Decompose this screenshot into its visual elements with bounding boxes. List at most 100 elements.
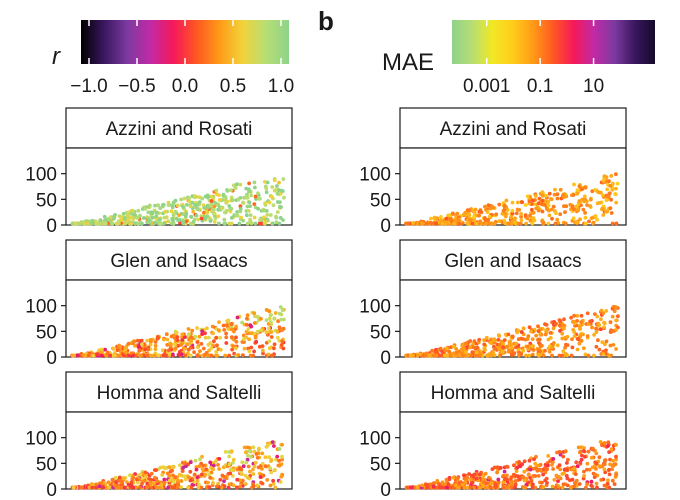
scatter-point — [276, 319, 280, 324]
scatter-point — [575, 191, 580, 196]
scatter-point — [235, 182, 239, 187]
scatter-point — [179, 343, 183, 347]
scatter-point — [251, 353, 256, 358]
scatter-point — [190, 328, 195, 333]
scatter-point — [123, 221, 128, 226]
scatter-point — [175, 335, 180, 339]
scatter-point — [531, 474, 535, 479]
scatter-point — [240, 478, 245, 483]
scatter-point — [80, 485, 84, 490]
facet-strip — [399, 239, 627, 281]
scatter-point — [252, 311, 257, 316]
scatter-point — [129, 480, 134, 485]
scatter-point — [526, 347, 531, 352]
scatter-point — [279, 317, 284, 322]
scatter-point — [498, 465, 503, 470]
scatter-point — [546, 221, 551, 226]
scatter-point — [540, 190, 545, 195]
scatter-point — [467, 208, 472, 213]
scatter-point — [469, 477, 473, 482]
scatter-point — [165, 471, 170, 476]
scatter-point — [572, 182, 576, 187]
scatter-point — [245, 192, 249, 197]
scatter-point — [196, 217, 201, 222]
scatter-point — [194, 467, 199, 472]
scatter-point — [241, 353, 245, 358]
scatter-point — [248, 213, 253, 218]
scatter-point — [536, 353, 541, 358]
scatter-point — [584, 485, 588, 490]
scatter-point — [486, 218, 490, 222]
scatter-point — [223, 450, 228, 454]
scatter-point — [543, 332, 548, 337]
scatter-point — [502, 469, 507, 474]
scatter-point — [521, 337, 525, 341]
scatter-point — [554, 473, 559, 478]
scatter-point — [585, 482, 589, 486]
scatter-point — [565, 461, 569, 465]
scatter-point — [463, 210, 468, 215]
scatter-point — [230, 347, 235, 352]
scatter-point — [501, 480, 506, 485]
scatter-point — [411, 353, 416, 358]
scatter-point — [212, 204, 217, 209]
scatter-point — [547, 213, 552, 218]
scatter-point — [482, 342, 487, 347]
scatter-point — [249, 193, 254, 198]
scatter-point — [589, 455, 594, 460]
legend-tick-label: 0.0 — [172, 76, 198, 97]
scatter-point — [72, 353, 76, 358]
scatter-point — [523, 485, 528, 490]
scatter-point — [546, 203, 551, 208]
scatter-point — [246, 464, 251, 469]
scatter-point — [586, 449, 591, 454]
scatter-point — [585, 461, 590, 466]
scatter-point — [591, 446, 595, 451]
scatter-point — [242, 346, 247, 351]
scatter-point — [280, 457, 284, 462]
scatter-point — [260, 451, 265, 456]
scatter-point — [252, 180, 257, 185]
scatter-point — [569, 315, 573, 320]
scatter-point — [533, 485, 538, 490]
scatter-point — [126, 212, 131, 217]
scatter-point — [167, 465, 172, 469]
scatter-point — [193, 458, 198, 463]
scatter-point — [145, 338, 150, 343]
scatter-point — [277, 463, 282, 468]
scatter-point — [179, 485, 184, 489]
scatter-point — [448, 217, 452, 221]
scatter-point — [102, 214, 107, 219]
scatter-point — [452, 218, 457, 223]
scatter-point — [516, 474, 521, 479]
scatter-point — [89, 221, 94, 226]
scatter-point — [157, 485, 162, 490]
scatter-point — [133, 343, 137, 348]
scatter-point — [572, 330, 577, 334]
facet-title: Homma and Saltelli — [97, 383, 262, 404]
scatter-point — [229, 188, 233, 193]
scatter-point — [444, 346, 449, 350]
scatter-point — [178, 221, 182, 225]
scatter-point — [561, 349, 566, 354]
scatter-point — [249, 324, 254, 329]
scatter-point — [267, 346, 272, 351]
scatter-point — [245, 445, 250, 450]
scatter-point — [274, 457, 278, 462]
scatter-point — [216, 214, 221, 219]
scatter-point — [91, 353, 96, 358]
scatter-point — [455, 211, 460, 216]
scatter-point — [160, 348, 165, 353]
scatter-point — [214, 459, 218, 463]
scatter-point — [207, 485, 212, 490]
scatter-point — [563, 221, 568, 226]
scatter-point — [594, 344, 599, 349]
scatter-point — [597, 464, 602, 468]
scatter-point — [171, 221, 176, 226]
scatter-point — [431, 484, 436, 489]
scatter-point — [593, 214, 598, 219]
scatter-point — [248, 449, 252, 453]
scatter-point — [585, 311, 590, 316]
scatter-point — [478, 209, 483, 214]
scatter-point — [227, 221, 232, 226]
